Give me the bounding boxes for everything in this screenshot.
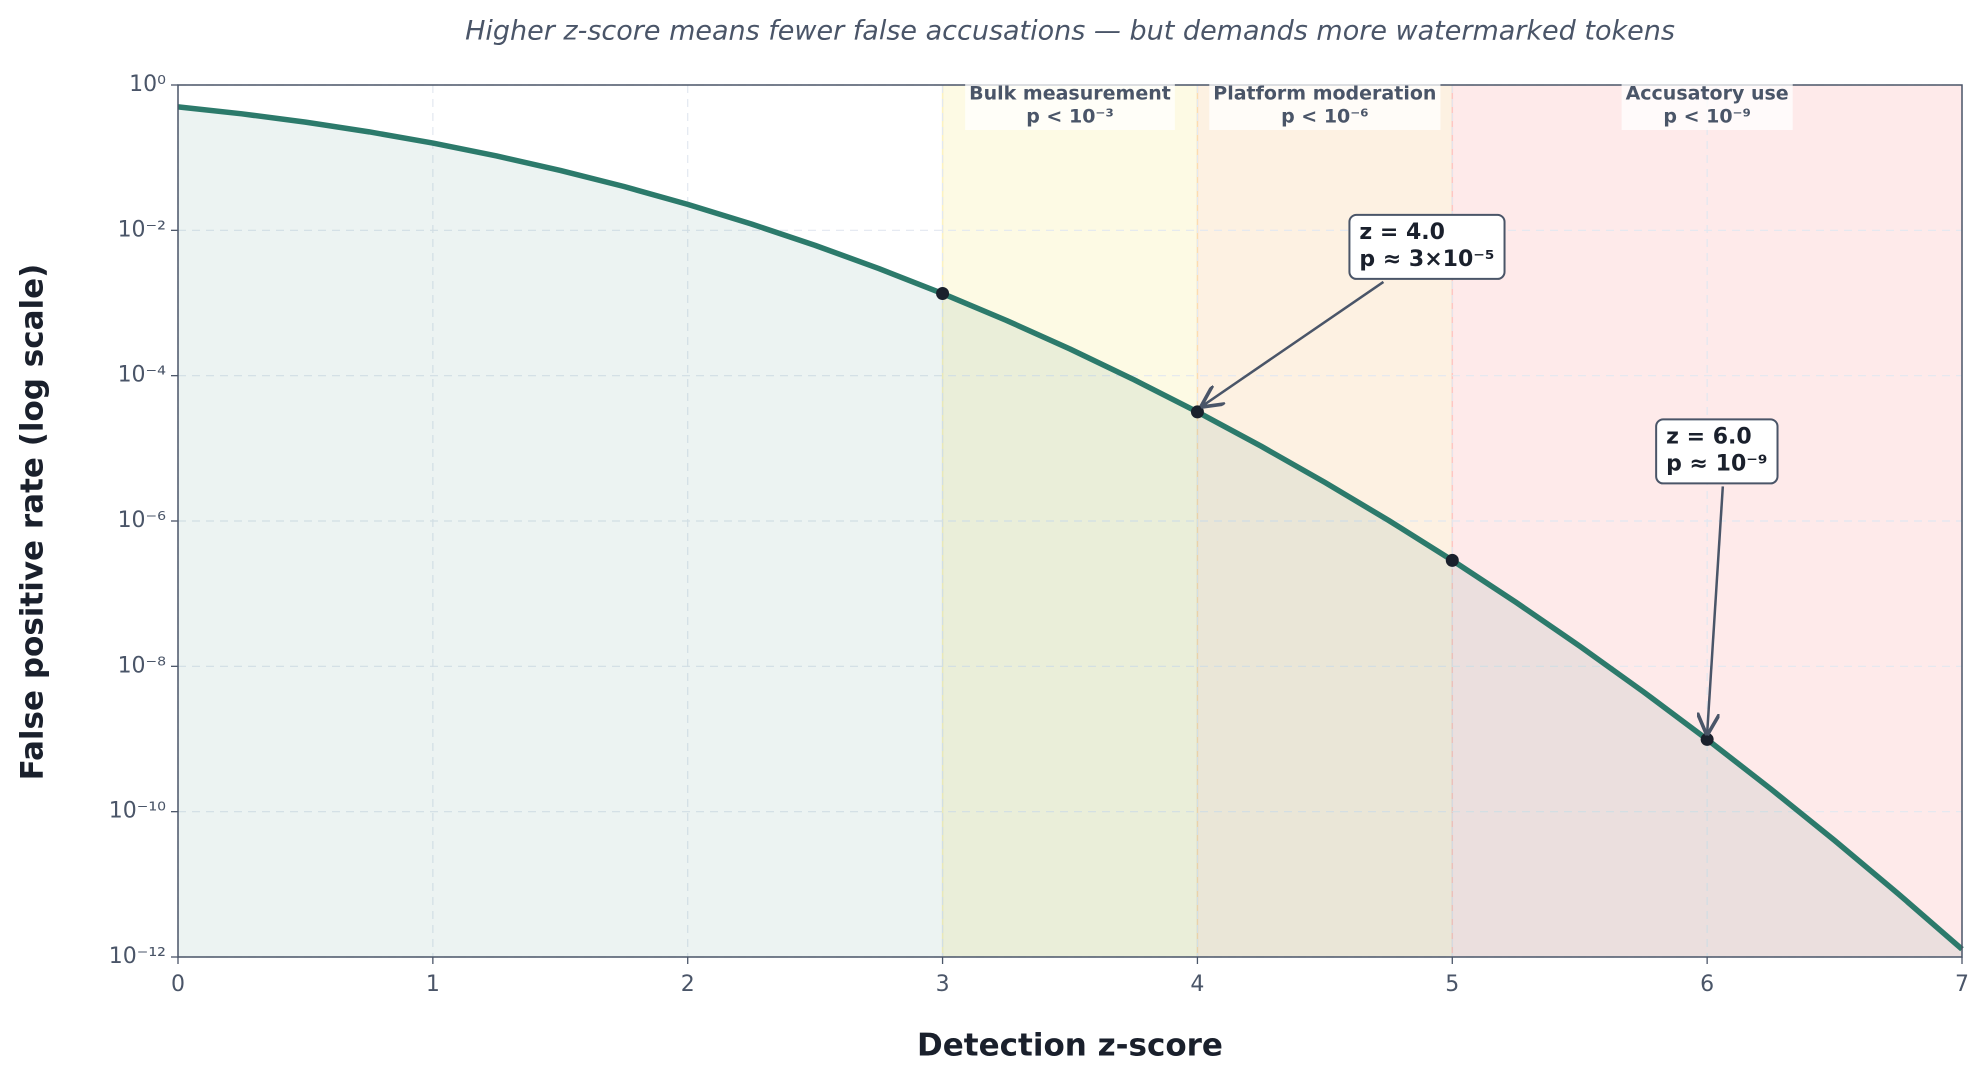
threshold-point [1190,405,1204,419]
region-threshold: p < 10⁻⁹ [1663,106,1751,128]
x-tick-label: 5 [1445,972,1459,997]
y-tick-label: 10⁻¹⁰ [109,799,166,824]
x-tick-label: 3 [936,972,950,997]
annotation-box [1655,418,1779,485]
region-title: Platform moderation [1213,83,1436,105]
region-threshold: p < 10⁻⁶ [1281,106,1369,128]
y-tick-label: 10⁻¹² [109,944,166,969]
area-fill [178,106,1962,958]
annotation-text: z = 6.0 [1666,424,1752,449]
y-tick-label: 10⁻⁶ [118,508,167,533]
chart-title: Higher z-score means fewer false accusat… [465,16,1675,47]
x-axis-label: Detection z-score [917,1028,1223,1064]
region-band [942,85,1198,957]
region-threshold: p < 10⁻³ [1026,106,1114,128]
annotation-box [1348,213,1506,280]
annotation-text: z = 4.0 [1359,220,1445,245]
x-tick-label: 6 [1700,972,1714,997]
y-axis-label: False positive rate (log scale) [15,264,51,781]
y-tick-label: 10⁻⁸ [118,653,167,678]
area-layer [178,106,1962,958]
threshold-point [936,287,950,301]
annotation: z = 4.0p ≈ 3×10⁻⁵ [1202,213,1506,406]
region-title: Accusatory use [1626,83,1789,105]
x-tick-label: 7 [1955,972,1969,997]
annotation-text: p ≈ 3×10⁻⁵ [1359,247,1494,272]
x-tick-label: 0 [171,972,185,997]
threshold-point [1445,553,1459,567]
y-tick-label: 10⁻⁴ [118,363,167,388]
region-label-bg [965,82,1175,130]
annotation-arrow [1202,280,1385,406]
threshold-point [1700,732,1714,746]
y-tick-label: 10⁰ [129,72,166,97]
x-tick-label: 2 [681,972,695,997]
region-label-bg [1209,82,1441,130]
region-label-bg [1621,82,1793,130]
fpr-line [177,104,1964,952]
annotation-arrow [1707,486,1725,733]
annotation-text: p ≈ 10⁻⁹ [1666,451,1767,476]
x-tick-label: 4 [1190,972,1204,997]
annotation: z = 6.0p ≈ 10⁻⁹ [1655,418,1779,733]
y-tick-label: 10⁻² [118,217,166,242]
region-title: Bulk measurement [969,83,1171,105]
x-tick-label: 1 [426,972,440,997]
